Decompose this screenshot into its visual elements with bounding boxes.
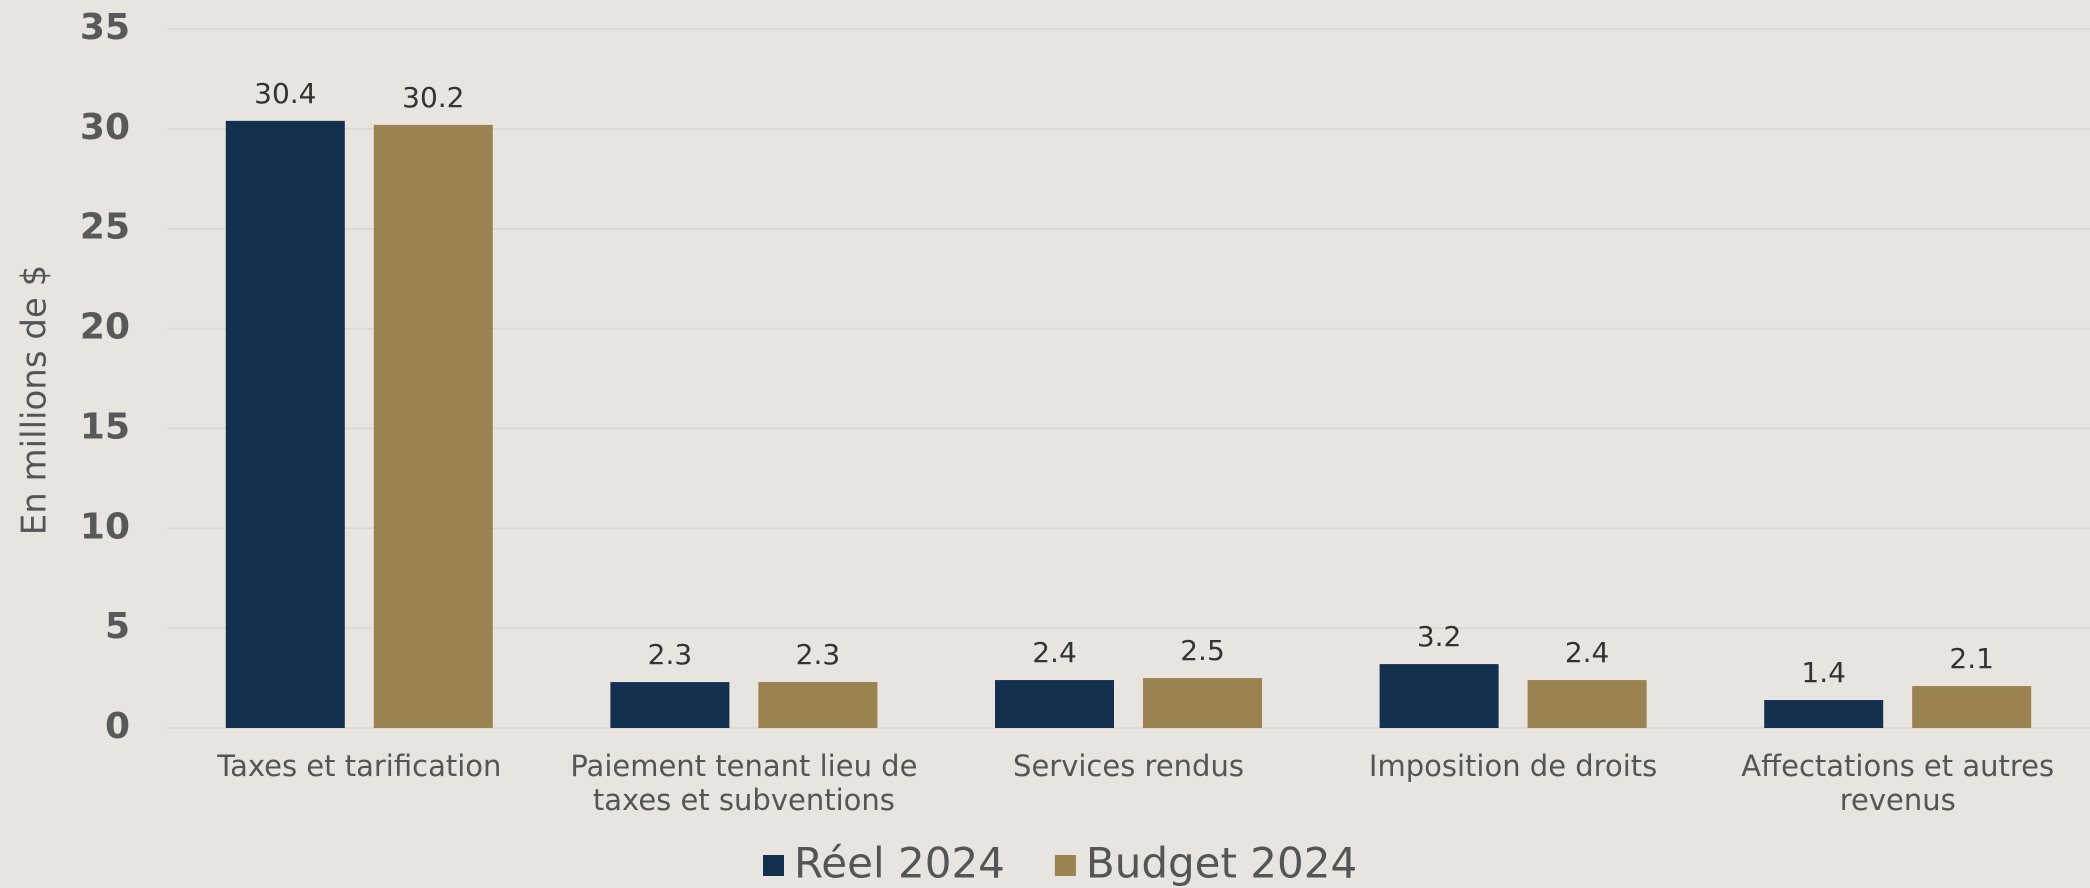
y-axis-title: En millions de $ xyxy=(15,265,55,536)
data-label: 2.3 xyxy=(648,638,693,671)
x-tick-label: Imposition de droits xyxy=(1368,749,1658,783)
y-tick-label: 15 xyxy=(80,406,130,447)
data-label: 2.3 xyxy=(796,638,841,671)
y-tick-label: 25 xyxy=(80,207,130,248)
y-tick-label: 5 xyxy=(105,606,130,647)
data-label: 2.1 xyxy=(1949,642,1994,675)
bar xyxy=(1912,686,2032,728)
y-tick-label: 30 xyxy=(80,107,130,148)
bar xyxy=(225,120,345,728)
data-label: 2.4 xyxy=(1032,636,1077,669)
y-tick-label: 0 xyxy=(105,706,130,747)
data-label: 30.4 xyxy=(254,77,316,110)
legend-swatch xyxy=(1054,855,1076,876)
bar xyxy=(373,124,493,728)
bar xyxy=(1379,664,1499,728)
bar xyxy=(610,682,730,728)
legend-label: Budget 2024 xyxy=(1086,839,1357,888)
x-tick-label: Services rendus xyxy=(1013,749,1244,783)
y-tick-label: 35 xyxy=(80,7,130,48)
y-tick-label: 20 xyxy=(80,307,130,348)
data-label: 2.5 xyxy=(1180,634,1225,667)
data-label: 3.2 xyxy=(1417,620,1462,653)
bar xyxy=(1764,700,1884,728)
data-label: 1.4 xyxy=(1801,656,1846,689)
bar xyxy=(1143,678,1262,728)
bar xyxy=(758,682,878,728)
x-tick-label: Taxes et tarification xyxy=(217,749,502,783)
x-tick-label: Affectations et autres revenus xyxy=(1741,749,2055,817)
y-tick-label: 10 xyxy=(80,506,130,547)
legend-swatch xyxy=(763,855,784,876)
data-label: 30.2 xyxy=(402,81,464,114)
data-label: 2.4 xyxy=(1565,636,1610,669)
bar xyxy=(995,680,1114,728)
x-tick-label: Paiement tenant lieu de taxes et subvent… xyxy=(570,749,918,817)
legend-label: Réel 2024 xyxy=(794,839,1005,888)
bar xyxy=(1527,680,1647,728)
